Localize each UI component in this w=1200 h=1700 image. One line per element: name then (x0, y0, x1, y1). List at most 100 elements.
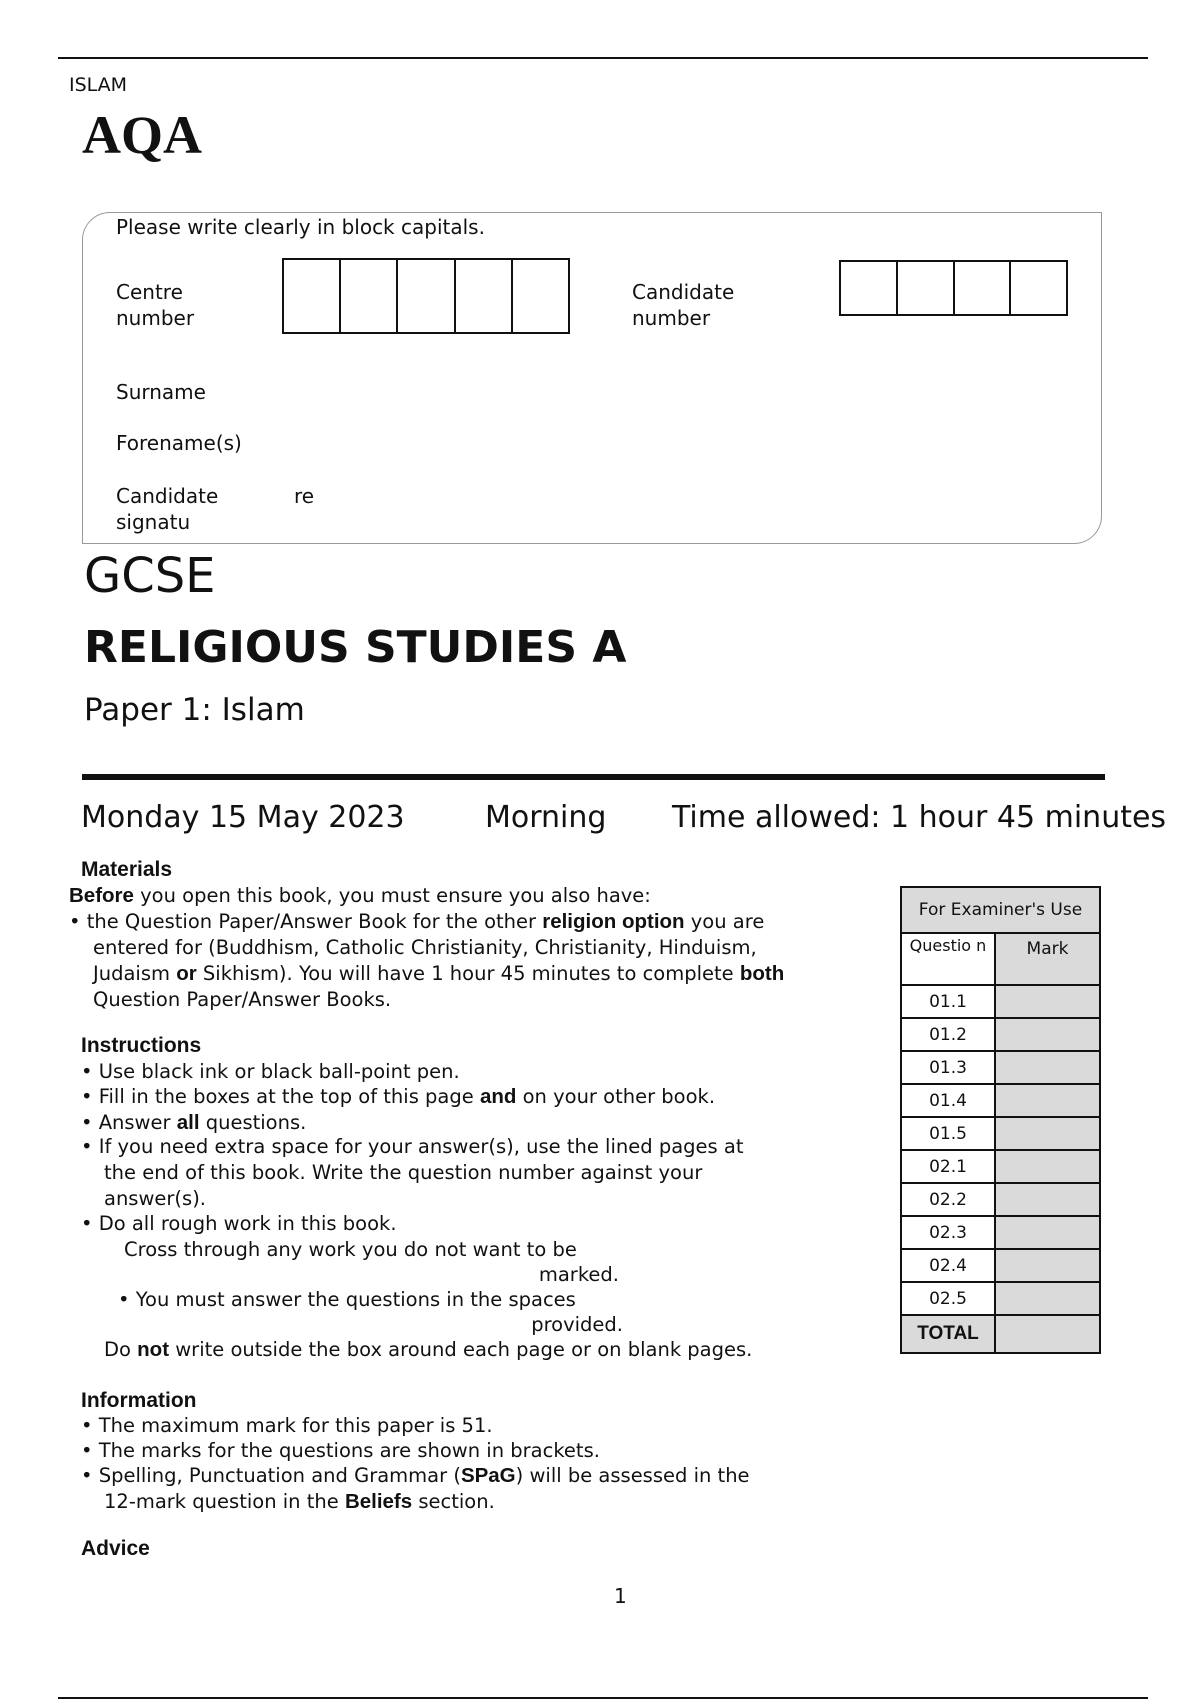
question-number: 01.1 (900, 984, 996, 1019)
text-line: entered for (Buddhism, Catholic Christia… (93, 935, 757, 961)
text-segment: • Spelling, Punctuation and Grammar ( (81, 1464, 461, 1487)
centre-number-input[interactable] (282, 258, 570, 334)
centre-number-label: Centre number (116, 279, 194, 331)
text-line: provided. (531, 1312, 623, 1338)
text-segment: marked. (538, 1263, 619, 1286)
text-segment: • Answer (81, 1111, 177, 1134)
time-allowed: Time allowed: 1 hour 45 minutes (672, 800, 1167, 835)
text-segment: entered for (Buddhism, Catholic Christia… (93, 936, 757, 959)
digit-box[interactable] (284, 260, 342, 332)
text-segment: Question Paper/Answer Books. (93, 988, 392, 1011)
digit-box[interactable] (456, 260, 513, 332)
examiner-table-row: 01.4 (900, 1083, 1101, 1118)
text-line: • Fill in the boxes at the top of this p… (81, 1084, 715, 1110)
digit-box[interactable] (1011, 262, 1066, 314)
mark-cell[interactable] (994, 1083, 1101, 1118)
candidate-number-label: Candidate number (632, 279, 734, 331)
question-number: 01.2 (900, 1017, 996, 1052)
mark-cell[interactable] (994, 1182, 1101, 1217)
digit-box[interactable] (841, 262, 898, 314)
bold-text: both (739, 962, 785, 985)
label-line: Centre (116, 280, 183, 304)
examiner-table-row: 02.2 (900, 1182, 1101, 1217)
mark-cell[interactable] (994, 1050, 1101, 1085)
mark-cell[interactable] (994, 1281, 1101, 1316)
text-segment: you are (684, 910, 765, 933)
text-line: the end of this book. Write the question… (104, 1160, 702, 1186)
text-line: • Use black ink or black ball-point pen. (81, 1059, 460, 1085)
text-segment: • The maximum mark for this paper is 51. (81, 1414, 493, 1437)
text-segment: Judaism (93, 962, 177, 985)
top-rule (58, 57, 1148, 59)
examiner-table-row: 01.5 (900, 1116, 1101, 1151)
forename-label: Forename(s) (116, 431, 242, 455)
question-number: 01.4 (900, 1083, 996, 1118)
text-line: Question Paper/Answer Books. (93, 987, 391, 1013)
text-segment: ) will be assessed in the (515, 1464, 750, 1487)
examiner-table-title: For Examiner's Use (900, 886, 1101, 934)
mark-cell[interactable] (994, 1116, 1101, 1151)
bold-text: SPaG (460, 1464, 516, 1487)
question-number: 02.1 (900, 1149, 996, 1184)
digit-box[interactable] (513, 260, 568, 332)
mark-cell[interactable] (994, 984, 1101, 1019)
block-capitals-instruction: Please write clearly in block capitals. (116, 215, 485, 239)
signature-label-fragment: re (294, 484, 315, 508)
bold-text: Beliefs (344, 1490, 413, 1513)
bold-text: not (137, 1338, 170, 1361)
text-segment: • Fill in the boxes at the top of this p… (81, 1085, 480, 1108)
examiner-table-row: 01.1 (900, 984, 1101, 1019)
information-heading: Information (81, 1389, 197, 1412)
bottom-rule (58, 1697, 1148, 1699)
forename-input[interactable] (290, 423, 1080, 459)
subject-tag: ISLAM (69, 74, 128, 96)
text-segment: the end of this book. Write the question… (104, 1161, 703, 1184)
text-line: • the Question Paper/Answer Book for the… (69, 909, 764, 935)
bold-text: and (479, 1085, 517, 1108)
text-segment: Sikhism). You will have 1 hour 45 minute… (196, 962, 740, 985)
aqa-logo: AQA (82, 105, 202, 165)
text-segment: • The marks for the questions are shown … (81, 1439, 600, 1462)
text-line: • You must answer the questions in the s… (118, 1287, 576, 1313)
label-line: signatu (116, 510, 191, 534)
text-line: Before you open this book, you must ensu… (69, 883, 651, 909)
paper-title: Paper 1: Islam (84, 692, 305, 728)
examiner-table-row: 02.5 (900, 1281, 1101, 1316)
surname-input[interactable] (290, 372, 1080, 408)
text-segment: 12-mark question in the (104, 1490, 345, 1513)
text-segment: Do (104, 1338, 138, 1361)
page-number: 1 (614, 1584, 627, 1608)
mark-cell[interactable] (994, 1248, 1101, 1283)
qualification-title: GCSE (84, 548, 216, 604)
text-segment: • You must answer the questions in the s… (118, 1288, 576, 1311)
question-number: 02.5 (900, 1281, 996, 1316)
text-segment: • the Question Paper/Answer Book for the… (69, 910, 543, 933)
text-segment: on your other book. (516, 1085, 716, 1108)
text-segment: • If you need extra space for your answe… (81, 1135, 744, 1158)
text-line: • The marks for the questions are shown … (81, 1438, 600, 1464)
digit-box[interactable] (398, 260, 456, 332)
text-segment: write outside the box around each page o… (169, 1338, 753, 1361)
text-line: Do not write outside the box around each… (104, 1337, 752, 1363)
text-line: • Spelling, Punctuation and Grammar (SPa… (81, 1463, 750, 1489)
mark-cell[interactable] (994, 1017, 1101, 1052)
mark-cell[interactable] (994, 1149, 1101, 1184)
digit-box[interactable] (955, 262, 1012, 314)
surname-label: Surname (116, 380, 206, 404)
text-segment: section. (412, 1490, 495, 1513)
text-segment: Cross through any work you do not want t… (124, 1238, 577, 1261)
mark-cell[interactable] (994, 1215, 1101, 1250)
bold-text: or (176, 962, 197, 985)
question-number: 02.4 (900, 1248, 996, 1283)
digit-box[interactable] (341, 260, 399, 332)
examiner-table-row: 02.4 (900, 1248, 1101, 1283)
digit-box[interactable] (898, 262, 955, 314)
total-mark-cell[interactable] (994, 1314, 1101, 1354)
text-line: • Answer all questions. (81, 1110, 306, 1136)
instructions-heading: Instructions (81, 1034, 202, 1057)
candidate-number-input[interactable] (839, 260, 1068, 316)
question-number: 01.5 (900, 1116, 996, 1151)
text-line: • Do all rough work in this book. (81, 1211, 397, 1237)
materials-heading: Materials (81, 858, 173, 881)
text-line: Cross through any work you do not want t… (124, 1237, 577, 1263)
